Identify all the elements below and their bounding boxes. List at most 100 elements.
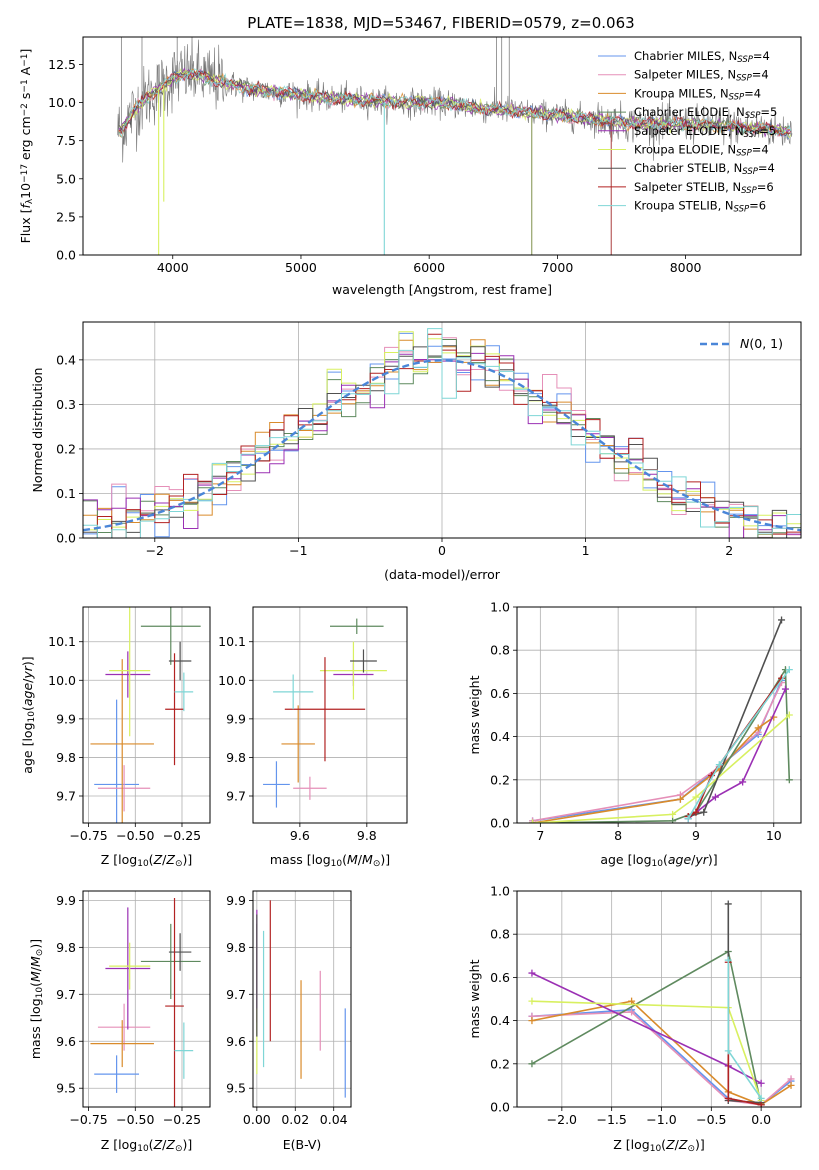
label-part: age (668, 852, 692, 867)
label-part: age (20, 683, 35, 707)
weight-marker-salpeter-elodie (757, 1079, 765, 1087)
weight-marker-kroupa-elodie (669, 810, 677, 818)
legend-label-salpeter-miles: Salpeter MILES, NSSP=4 (634, 68, 769, 84)
label-part: / (691, 852, 696, 867)
plot-area (90, 607, 201, 823)
legend-count: =5 (760, 105, 777, 119)
label-part: (0, 1) (749, 336, 783, 351)
legend-count: =6 (757, 180, 774, 194)
label-part: Z (165, 852, 175, 867)
histogram-salpeter-miles (83, 337, 801, 538)
legend-label-kroupa-stelib: Kroupa STELIB, NSSP=6 (634, 199, 766, 215)
weight-line-kroupa-elodie (532, 714, 790, 823)
legend-label-chabrier-elodie: Chabrier ELODIE, NSSP=5 (634, 105, 777, 121)
y-tick-label: 9.7 (226, 987, 246, 1002)
label-part: ( (342, 852, 347, 867)
label-part: −2 (20, 103, 30, 116)
y-tick-label: 9.7 (56, 789, 76, 804)
mass_weight_vs_age-ylabel: mass weight (467, 675, 482, 754)
y-tick-label: 0.4 (56, 352, 76, 367)
y-tick-label: 9.7 (226, 789, 246, 804)
label-part: / (358, 852, 363, 867)
y-tick-label: 12.5 (48, 57, 76, 72)
x-tick-label: 0.04 (320, 1112, 348, 1127)
legend-subscript: SSP (734, 205, 750, 215)
x-tick-label: 9.6 (290, 828, 310, 843)
plot-area (117, 37, 793, 255)
label-part: Z [log (101, 852, 137, 867)
legend-count: =4 (752, 143, 769, 157)
y-tick-label: 9.5 (226, 1081, 246, 1096)
residual_histogram-axes: −2 −1 0 1 2 0.0 0.1 0.2 0.3 0.4 N(0, 1) (data-model… (30, 321, 802, 582)
plot-area (263, 618, 387, 808)
legend-subscript: SSP (736, 74, 752, 84)
label-part: s (18, 93, 33, 104)
x-tick-label: −2.0 (547, 1112, 577, 1127)
label-part: age [log (600, 852, 651, 867)
label-part: Flux [ (18, 209, 33, 244)
legend-label-salpeter-stelib: Salpeter STELIB, NSSP=6 (634, 180, 774, 196)
weight-marker-kroupa-miles (676, 795, 684, 803)
label-part: )] (28, 939, 43, 949)
label-part: Z [log (613, 1137, 649, 1152)
axes-frame (252, 606, 408, 824)
weight-line-salpeter-elodie (687, 688, 787, 820)
label-part: A (18, 66, 33, 79)
weight-marker-kroupa-miles (628, 997, 636, 1005)
legend-label-gaussian: N(0, 1) (740, 336, 783, 351)
y-tick-label: 0.8 (490, 927, 510, 942)
label-part: Z (153, 852, 163, 867)
y-tick-label: 9.8 (226, 750, 246, 765)
label-part: −17 (20, 164, 30, 183)
x-tick-label: −0.50 (116, 828, 154, 843)
weight-marker-salpeter-stelib (724, 1094, 732, 1102)
label-part: yr (694, 852, 708, 867)
label-part: −1 (20, 53, 30, 66)
legend-label-chabrier-stelib: Chabrier STELIB, NSSP=4 (634, 161, 775, 177)
label-part: 10 (331, 859, 343, 869)
y-tick-label: 9.8 (56, 750, 76, 765)
axes-frame (252, 890, 352, 1108)
label-part: )] (708, 852, 718, 867)
y-tick-label: 9.5 (56, 1081, 76, 1096)
label-part: )] (182, 852, 192, 867)
weight-marker-chabrier-stelib (700, 808, 708, 816)
histogram-xlabel: (data-model)/error (384, 567, 501, 582)
x-tick-label: −0.75 (69, 828, 107, 843)
x-tick-label: −0.25 (163, 828, 201, 843)
label-part: ( (663, 852, 668, 867)
weight-marker-salpeter-miles (787, 1075, 795, 1083)
y-tick-label: 0.8 (490, 643, 510, 658)
y-tick-label: 1.0 (490, 884, 510, 899)
x-tick-label: 7000 (541, 260, 573, 275)
x-tick-label: −1.5 (596, 1112, 626, 1127)
y-tick-label: 0.2 (490, 772, 510, 787)
weight-marker-salpeter-stelib (692, 808, 700, 816)
label-part: 10 (652, 859, 664, 869)
age_vs_metallicity-xlabel: Z [log10(Z/Z⊙)] (101, 852, 193, 869)
mass_weight_vs_metallicity-axes: −2.0 −1.5 −1.0 −0.5 0.0 0.0 0.2 0.4 0.6 0.8 1.0 Z [… (467, 884, 802, 1154)
x-tick-label: 9.8 (357, 828, 377, 843)
x-tick-label: −2 (146, 543, 164, 558)
x-tick-label: 2 (725, 543, 733, 558)
label-part: 10 (35, 987, 45, 999)
axes-frame (516, 890, 802, 1108)
y-tick-label: 9.9 (226, 711, 246, 726)
mass_weight_vs_metallicity-xlabel: Z [log10(Z/Z⊙)] (613, 1137, 705, 1154)
label-part: / (675, 1137, 680, 1152)
label-part: )] (695, 1137, 705, 1152)
mass_weight_vs_metallicity-ylabel: mass weight (467, 959, 482, 1038)
weight-marker-kroupa-miles (787, 1081, 795, 1089)
y-tick-label: 9.9 (56, 893, 76, 908)
y-tick-label: 0.1 (56, 486, 76, 501)
label-part: M (28, 956, 43, 967)
weight-marker-salpeter-elodie (711, 793, 719, 801)
label-part: ⊙ (175, 1144, 183, 1154)
weight-marker-kroupa-elodie (692, 793, 700, 801)
axes-frame (82, 606, 211, 824)
weight-marker-kroupa-miles (528, 1017, 536, 1025)
y-tick-label: 10.0 (218, 673, 246, 688)
legend-label-chabrier-miles: Chabrier MILES, NSSP=4 (634, 49, 770, 65)
label-part: −1 (20, 79, 30, 92)
